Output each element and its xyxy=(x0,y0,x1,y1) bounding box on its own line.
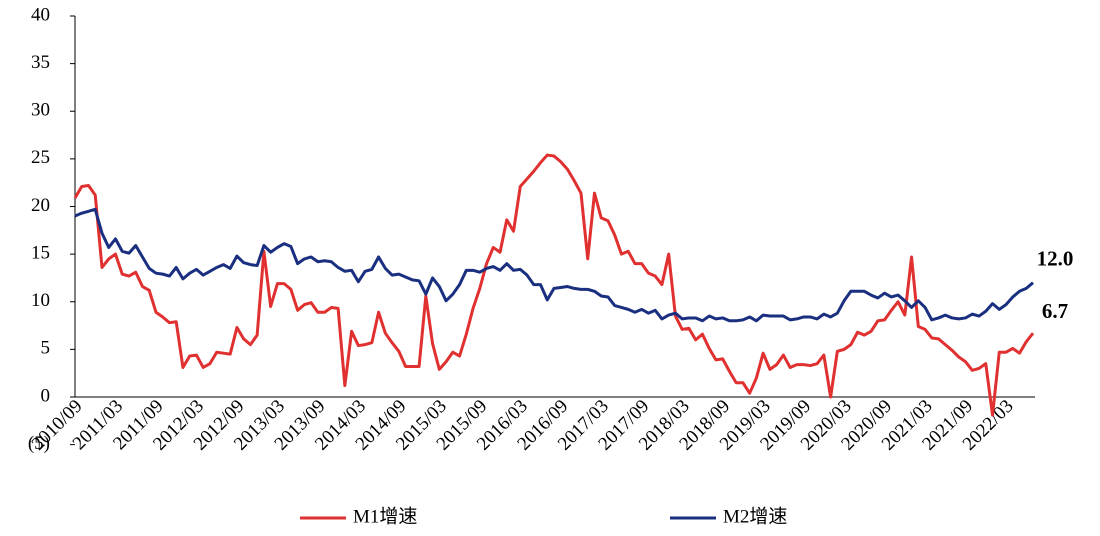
value-label: 12.0 xyxy=(1037,247,1074,271)
y-tick-label: 25 xyxy=(31,147,50,168)
y-tick-label: 10 xyxy=(31,290,50,311)
legend-label: M2增速 xyxy=(723,505,787,527)
y-tick-label: 40 xyxy=(31,4,50,25)
y-tick-label: 0 xyxy=(41,385,51,406)
y-tick-label: 30 xyxy=(31,100,50,121)
y-tick-label: 5 xyxy=(41,338,51,359)
legend-label: M1增速 xyxy=(353,505,417,527)
y-tick-label: 20 xyxy=(31,195,50,216)
value-label: 6.7 xyxy=(1042,299,1068,323)
y-tick-label: (5) xyxy=(28,433,50,454)
series-line xyxy=(74,207,1034,323)
series-line xyxy=(73,153,1035,417)
y-tick-label: 35 xyxy=(31,52,50,73)
y-tick-label: 15 xyxy=(31,242,50,263)
